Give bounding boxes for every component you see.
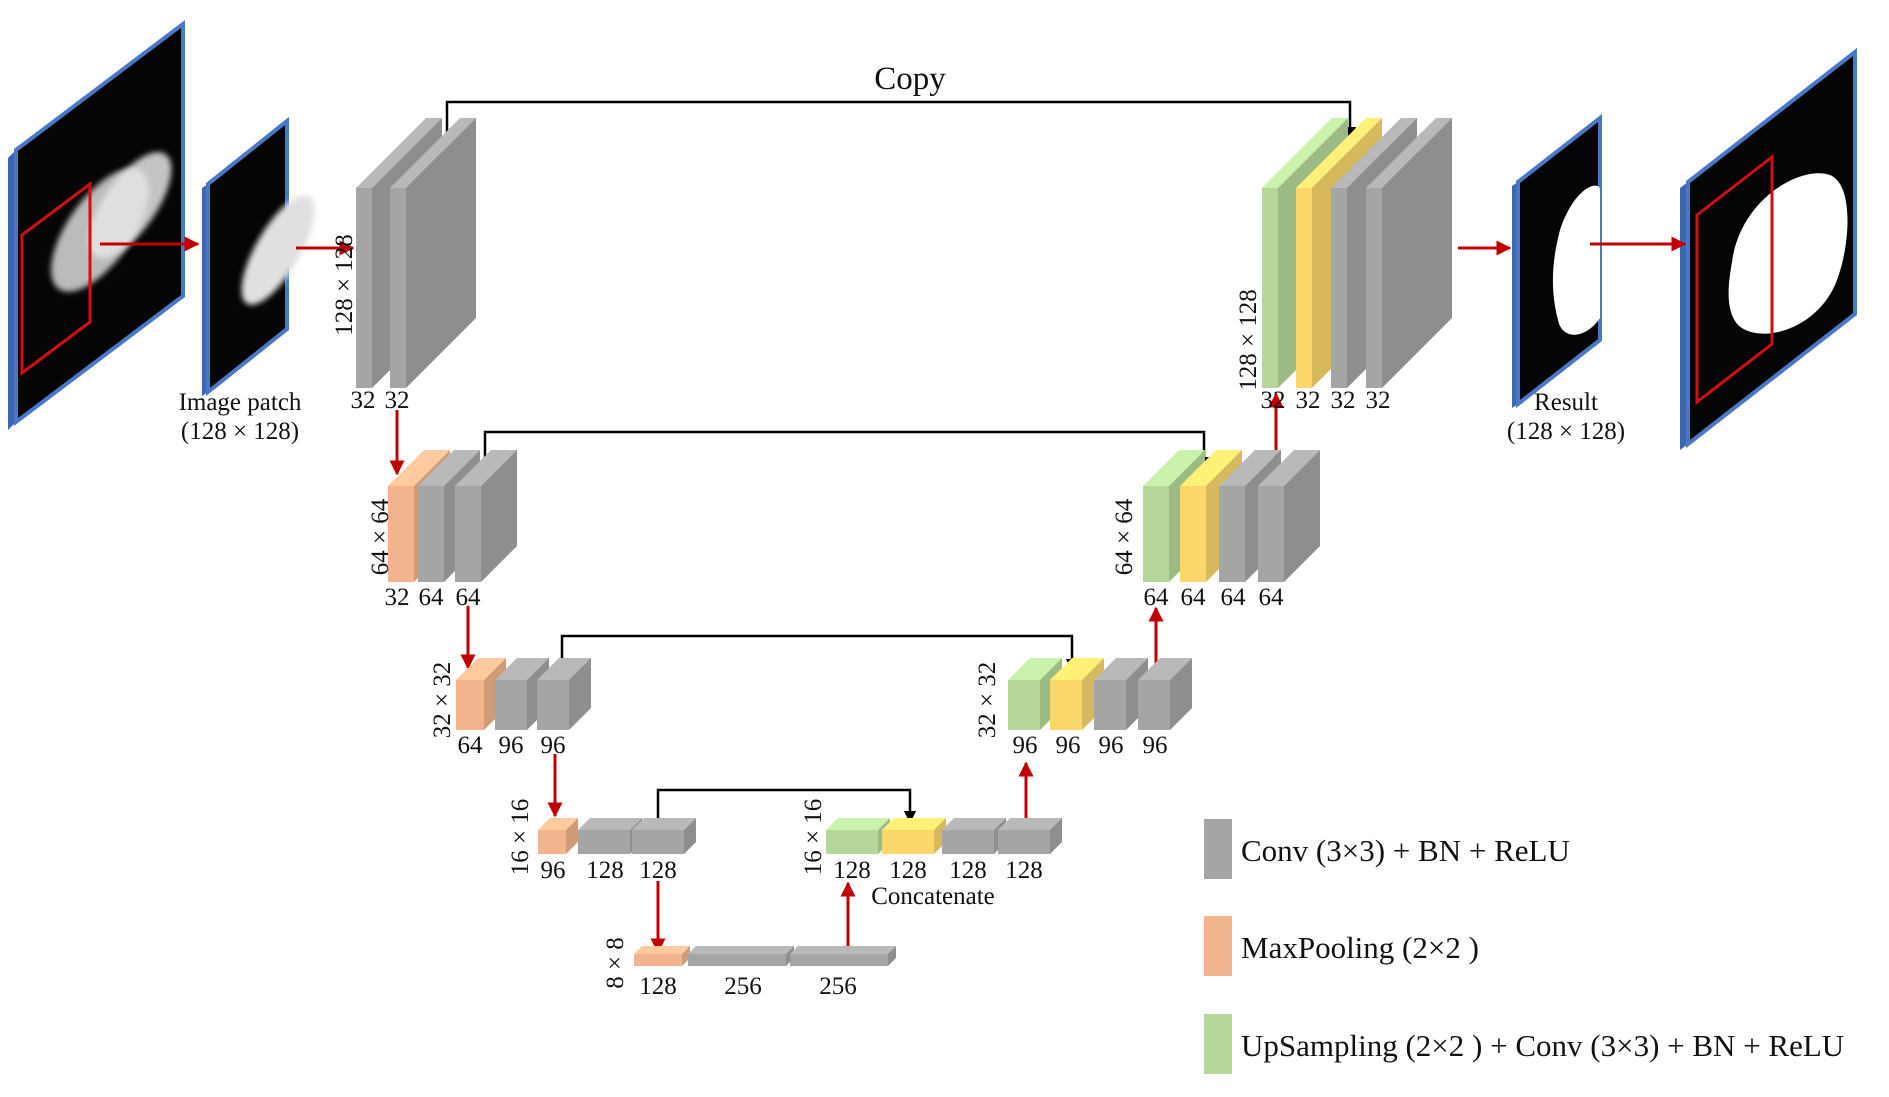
channel-label: 64 (1144, 584, 1170, 611)
channel-label: 64 (1259, 584, 1285, 611)
legend: Conv (3×3) + BN + ReLU MaxPooling (2×2 )… (1204, 819, 1844, 1074)
input-caption-line2: (128 × 128) (181, 418, 299, 445)
level1-size-label: 128 × 128 (331, 234, 358, 336)
channel-label: 96 (1013, 732, 1038, 759)
skip-connection-4 (656, 788, 917, 825)
conv-block (537, 658, 591, 730)
channel-label: 128 (833, 857, 871, 884)
crop-region-box (1695, 153, 1774, 406)
upsampling-block (826, 818, 890, 854)
crop-region-box (20, 181, 92, 376)
legend-label-maxpool: MaxPooling (2×2 ) (1241, 930, 1479, 965)
channel-label: 96 (541, 732, 566, 759)
concat-block (882, 818, 946, 854)
level3-dec-size-label: 32 × 32 (974, 662, 1001, 739)
channel-label: 96 (1099, 732, 1124, 759)
channel-label: 32 (1296, 387, 1321, 414)
channel-label: 64 (1221, 584, 1247, 611)
maxpool-block (634, 946, 690, 966)
input-caption-line1: Image patch (179, 389, 302, 416)
conv-block (688, 946, 794, 966)
channel-label: 128 (639, 973, 677, 1000)
channel-label: 32 (385, 387, 410, 414)
level1-dec-size-label: 128 × 128 (1235, 289, 1262, 391)
skip-connection-2 (483, 430, 1211, 470)
channel-label: 32 (1331, 387, 1356, 414)
legend-swatch-conv (1204, 819, 1232, 879)
output-image (1680, 47, 1857, 450)
channel-label: 96 (541, 857, 566, 884)
channel-label: 128 (889, 857, 927, 884)
legend-label-conv: Conv (3×3) + BN + ReLU (1241, 833, 1570, 868)
channel-label: 128 (949, 857, 987, 884)
skip-connection-3 (560, 634, 1079, 672)
conv-block (455, 450, 517, 582)
legend-swatch-maxpool (1204, 916, 1232, 976)
channel-label: 128 (1005, 857, 1043, 884)
conv-block (1138, 658, 1192, 730)
channel-label: 64 (458, 732, 484, 759)
input-image (8, 19, 185, 430)
conv-block (390, 118, 476, 388)
channel-label: 64 (456, 584, 482, 611)
conv-block (998, 818, 1062, 854)
channel-label: 96 (1143, 732, 1168, 759)
legend-label-upsampling: UpSampling (2×2 ) + Conv (3×3) + BN + Re… (1241, 1028, 1844, 1063)
maxpool-block (538, 818, 578, 854)
result-caption-line2: (128 × 128) (1507, 418, 1625, 445)
conv-block (1366, 118, 1452, 388)
level2-size-label: 64 × 64 (367, 498, 394, 575)
result-caption-line1: Result (1534, 389, 1598, 416)
conv-block (632, 818, 696, 854)
channel-label: 32 (385, 584, 410, 611)
concatenate-label: Concatenate (871, 883, 995, 910)
conv-block (942, 818, 1006, 854)
channel-label: 32 (1261, 387, 1286, 414)
channel-label: 256 (819, 973, 857, 1000)
level3-size-label: 32 × 32 (429, 662, 456, 739)
channel-label: 128 (639, 857, 677, 884)
result-patch (1512, 113, 1602, 409)
level4-size-label: 16 × 16 (507, 799, 534, 876)
channel-label: 32 (1366, 387, 1391, 414)
channel-label: 128 (586, 857, 624, 884)
feature-map-blocks (356, 118, 1452, 966)
input-patch (202, 116, 315, 397)
channel-label: 32 (351, 387, 376, 414)
skip-connection-1 (445, 100, 1357, 142)
channel-label: 96 (1056, 732, 1081, 759)
channel-label: 96 (499, 732, 524, 759)
copy-label: Copy (874, 61, 946, 97)
level4-dec-size-label: 16 × 16 (800, 799, 827, 876)
level5-size-label: 8 × 8 (602, 937, 629, 989)
level2-dec-size-label: 64 × 64 (1111, 498, 1138, 575)
conv-block (790, 946, 896, 966)
conv-block (1258, 450, 1320, 582)
legend-swatch-upsampling (1204, 1014, 1232, 1074)
channel-label: 64 (419, 584, 445, 611)
channel-label: 256 (724, 973, 762, 1000)
channel-label: 64 (1181, 584, 1207, 611)
